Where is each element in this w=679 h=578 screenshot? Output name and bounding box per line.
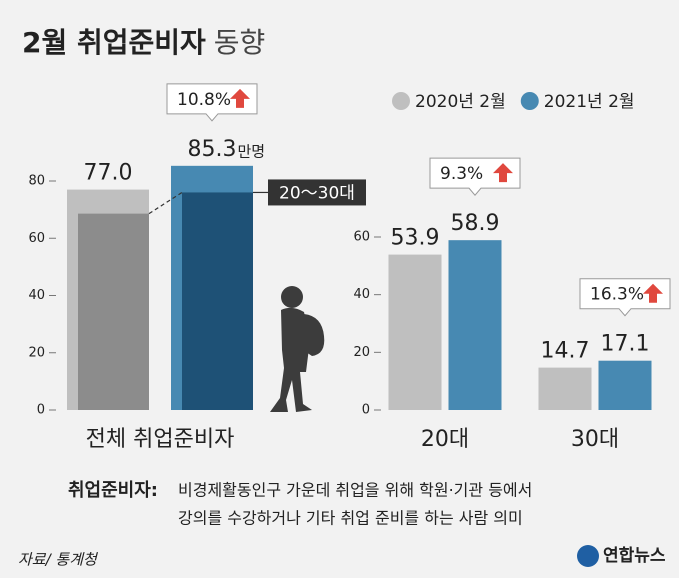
bar	[538, 367, 592, 410]
y-tick-label: 0	[362, 403, 370, 418]
y-tick-label: 20	[353, 345, 370, 360]
person-bag	[304, 314, 325, 356]
value-label: 53.9	[391, 226, 440, 251]
legend-swatch	[520, 92, 539, 110]
callout-box	[579, 278, 671, 317]
up-arrow	[643, 283, 663, 303]
callout-text: 16.3%	[590, 285, 644, 305]
title-main: 2월 취업준비자	[22, 26, 206, 59]
y-tick-label: 40	[353, 287, 370, 302]
inner-label-box	[268, 179, 366, 206]
value-label: 17.1	[601, 332, 650, 357]
footnote-term: 취업준비자:	[68, 480, 158, 501]
footnote-line: 강의를 수강하거나 기타 취업 준비를 하는 사람 의미	[178, 509, 523, 528]
legend-label: 2020년 2월	[415, 92, 506, 112]
value-label: 14.7	[541, 339, 590, 364]
y-tick-label: 80	[28, 174, 45, 189]
source: 자료/ 통계청	[18, 551, 99, 569]
value-label: 77.0	[84, 161, 133, 186]
value-unit: 만명	[237, 142, 265, 160]
bar	[388, 254, 442, 410]
inner-label: 20～30대	[279, 183, 355, 203]
callout-box	[429, 157, 521, 196]
inner-bar	[78, 213, 149, 410]
y-tick-label: 40	[28, 288, 45, 303]
callout-text: 9.3%	[440, 164, 483, 184]
callout-text: 10.8%	[177, 90, 231, 110]
logo-mark	[577, 545, 599, 567]
y-tick-label: 60	[353, 230, 370, 245]
inner-bar	[182, 192, 253, 410]
title-suffix: 동향	[214, 26, 266, 59]
x-tick-label: 20대	[421, 427, 469, 452]
footnote-line: 비경제활동인구 가운데 취업을 위해 학원·기관 등에서	[178, 481, 532, 500]
value-label: 58.9	[451, 211, 500, 236]
y-tick-label: 20	[28, 345, 45, 360]
callout-box	[166, 83, 258, 122]
up-arrow	[230, 88, 250, 108]
bar	[598, 360, 652, 410]
x-tick-label: 전체 취업준비자	[86, 427, 235, 452]
person-head	[281, 286, 303, 308]
y-tick-label: 60	[28, 231, 45, 246]
value-label: 85.3	[188, 137, 237, 162]
legend-swatch	[392, 92, 410, 110]
up-arrow	[493, 163, 513, 183]
x-tick-label: 30대	[571, 427, 619, 452]
logo-text: 연합뉴스	[603, 545, 666, 566]
person-body	[270, 307, 312, 412]
title: 2월 취업준비자 동향	[22, 26, 265, 59]
legend-label: 2021년 2월	[544, 92, 635, 112]
person-silhouette	[270, 286, 325, 412]
bar	[448, 240, 502, 410]
y-tick-label: 0	[37, 403, 45, 418]
